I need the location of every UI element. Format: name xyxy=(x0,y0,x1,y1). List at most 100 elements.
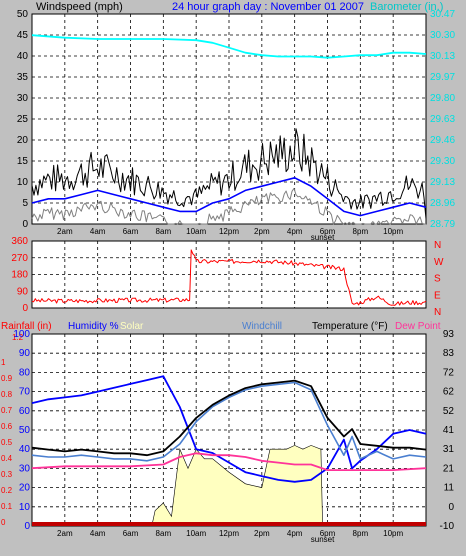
windspeed-tick-25: 25 xyxy=(17,114,29,125)
temperature-tick-5: 41 xyxy=(443,425,455,436)
windspeed-tick-35: 35 xyxy=(17,72,29,83)
humidity-tick-1: 10 xyxy=(19,502,31,513)
panel1-time-label-10am: 10am xyxy=(186,227,206,236)
panel3-time-label-4pm: 4pm xyxy=(287,529,303,538)
panel3-time-label-8am: 8am xyxy=(156,529,172,538)
temperature-line xyxy=(31,379,427,457)
rainfall-axis-title: Rainfall (in) xyxy=(1,321,52,332)
direction-tick-0: 0 xyxy=(22,303,28,314)
solar-legend: Solar xyxy=(120,321,144,332)
direction-tick-360: 360 xyxy=(11,236,28,247)
panel3-time-label-6am: 6am xyxy=(123,529,139,538)
temperature-tick-8: 72 xyxy=(443,367,455,378)
rain-tick-1: 0.1 xyxy=(1,502,13,511)
panel3-time-label-6pm: 6pm xyxy=(320,529,336,538)
direction-tick-180: 180 xyxy=(11,270,28,281)
humidity-tick-2: 20 xyxy=(19,483,31,494)
barometer-axis-title: Barometer (in.) xyxy=(370,1,443,13)
windspeed-tick-30: 30 xyxy=(17,93,29,104)
temperature-tick-1: 0 xyxy=(448,502,454,513)
barometer-tick-29.30: 29.30 xyxy=(430,156,455,167)
panel3-time-label-2pm: 2pm xyxy=(254,529,270,538)
panel1-time-label-6am: 6am xyxy=(123,227,139,236)
humidity-tick-6: 60 xyxy=(19,406,31,417)
barometer-line xyxy=(31,34,427,59)
windspeed-tick-45: 45 xyxy=(17,30,29,41)
direction-letter-2: S xyxy=(434,274,441,285)
windspeed-tick-10: 10 xyxy=(17,177,29,188)
humidity-tick-3: 30 xyxy=(19,463,31,474)
humidity-tick-9: 90 xyxy=(19,348,31,359)
direction-tick-270: 270 xyxy=(11,253,28,264)
windchill-line xyxy=(31,381,427,462)
windspeed-tick-15: 15 xyxy=(17,156,29,167)
rain-tick-4: 0.4 xyxy=(1,454,13,463)
temperature-tick-4: 31 xyxy=(443,444,455,455)
direction-letter-3: E xyxy=(434,290,441,301)
barometer-tick-29.63: 29.63 xyxy=(430,114,455,125)
panel1-time-label-2pm: 2pm xyxy=(254,227,270,236)
windspeed-tick-50: 50 xyxy=(17,9,29,20)
solar-area xyxy=(151,445,323,527)
rain-tick-6: 0.6 xyxy=(1,422,13,431)
windspeed-tick-0: 0 xyxy=(22,219,28,230)
barometer-tick-30.47: 30.47 xyxy=(430,9,455,20)
temperature-tick-6: 52 xyxy=(443,406,455,417)
humidity-tick-7: 70 xyxy=(19,387,31,398)
panel3-time-label-4am: 4am xyxy=(90,529,106,538)
temperature-tick-9: 83 xyxy=(443,348,455,359)
rain-tick-7: 0.7 xyxy=(1,406,13,415)
panel1-time-label-4pm: 4pm xyxy=(287,227,303,236)
windspeed-gray-line xyxy=(31,187,426,225)
barometer-tick-28.79: 28.79 xyxy=(430,219,455,230)
direction-letter-0: N xyxy=(434,240,441,251)
barometer-tick-30.30: 30.30 xyxy=(430,30,455,41)
windspeed-tick-20: 20 xyxy=(17,135,29,146)
windspeed-tick-5: 5 xyxy=(22,198,28,209)
direction-letter-4: N xyxy=(434,307,441,318)
rainfall-bar xyxy=(32,522,426,526)
rain-tick-0: 0 xyxy=(1,518,6,527)
direction-letter-1: W xyxy=(434,257,444,268)
barometer-tick-29.97: 29.97 xyxy=(430,72,455,83)
panel1-time-label-8pm: 8pm xyxy=(353,227,369,236)
panel3-time-label-8pm: 8pm xyxy=(353,529,369,538)
humidity-axis-title: Humidity % xyxy=(68,321,119,332)
rain-tick-5: 0.5 xyxy=(1,438,13,447)
windspeed-avg-line xyxy=(31,177,427,217)
temperature-tick-2: 11 xyxy=(444,483,455,494)
humidity-tick-8: 80 xyxy=(19,367,31,378)
panel3-time-label-10pm: 10pm xyxy=(383,529,403,538)
panel1-sunset-label: sunset xyxy=(311,233,335,242)
panel1-time-label-8am: 8am xyxy=(156,227,172,236)
windchill-legend: Windchill xyxy=(242,321,282,332)
wind-direction-line xyxy=(31,249,427,306)
rain-tick-3: 0.3 xyxy=(1,470,13,479)
windspeed-tick-40: 40 xyxy=(17,51,29,62)
windspeed-gust-line xyxy=(31,128,427,219)
chart-title: 24 hour graph day : November 01 2007 xyxy=(172,1,364,13)
dewpoint-legend: Dew Point xyxy=(395,321,441,332)
temperature-humidity-panel: 0 0.1 0.2 0.3 0.4 0.5 0.6 0.7 0.8 0.9 1 1.2 0 10 20 30 4… xyxy=(1,329,454,544)
panel1-time-label-6pm: 6pm xyxy=(320,227,336,236)
rain-tick-top: 1.2 xyxy=(12,333,24,342)
barometer-tick-29.80: 29.80 xyxy=(430,93,455,104)
barometer-tick-28.96: 28.96 xyxy=(430,198,455,209)
temperature-tick-0: -10 xyxy=(440,521,455,532)
barometer-tick-29.13: 29.13 xyxy=(430,177,455,188)
rain-tick-9: 0.9 xyxy=(1,374,13,383)
direction-tick-90: 90 xyxy=(17,286,29,297)
windspeed-axis-title: Windspeed (mph) xyxy=(36,1,123,13)
panel3-sunset-label: sunset xyxy=(311,535,335,544)
humidity-tick-4: 40 xyxy=(19,444,31,455)
panel3-time-label-12pm: 12pm xyxy=(219,529,239,538)
rain-tick-2: 0.2 xyxy=(1,486,13,495)
panel1-time-label-10pm: 10pm xyxy=(383,227,403,236)
temperature-tick-10: 93 xyxy=(443,329,455,340)
rain-tick-8: 0.8 xyxy=(1,390,13,399)
panel1-time-label-4am: 4am xyxy=(90,227,106,236)
temperature-axis-title: Temperature (°F) xyxy=(312,321,388,332)
temperature-tick-7: 62 xyxy=(443,387,455,398)
